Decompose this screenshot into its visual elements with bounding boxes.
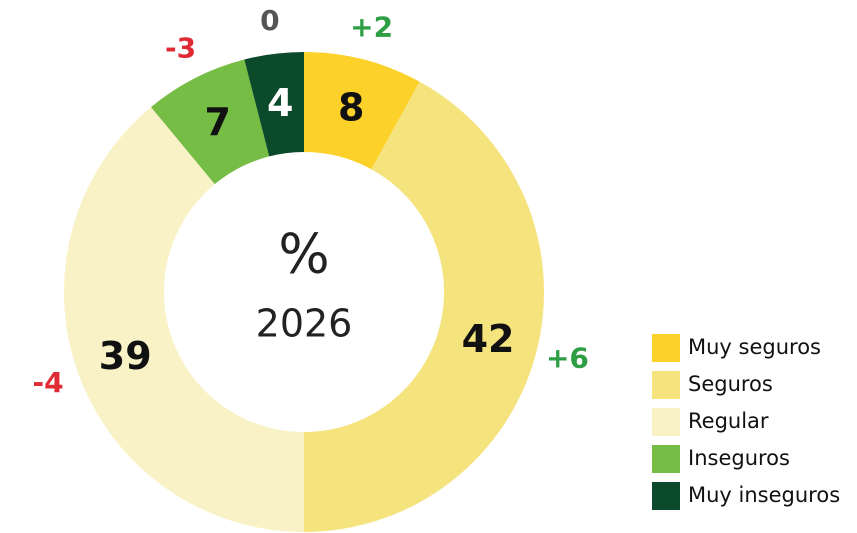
legend-label: Muy seguros <box>688 335 821 359</box>
donut-segment <box>304 52 420 170</box>
center-symbol: % <box>278 223 329 286</box>
change-label: -4 <box>33 366 64 399</box>
legend-swatch <box>652 371 680 399</box>
legend-swatch <box>652 445 680 473</box>
legend-label: Regular <box>688 409 769 433</box>
legend-swatch <box>652 408 680 436</box>
segment-label: 42 <box>462 317 515 361</box>
legend-label: Inseguros <box>688 446 790 470</box>
donut-segment <box>244 52 304 157</box>
legend-swatch <box>652 482 680 510</box>
legend-swatch <box>652 334 680 362</box>
change-label: -3 <box>165 32 196 65</box>
segment-label: 4 <box>267 81 293 125</box>
segment-label: 39 <box>99 334 152 378</box>
legend-label: Muy inseguros <box>688 483 840 507</box>
donut-segment <box>151 59 270 185</box>
center-label: 2026 <box>256 302 353 346</box>
change-label: +6 <box>546 342 589 375</box>
segment-label: 8 <box>338 85 364 129</box>
donut-segment <box>304 81 545 532</box>
segment-label: 7 <box>205 100 231 144</box>
legend-label: Seguros <box>688 372 773 396</box>
donut-segment <box>64 107 304 533</box>
change-label: +2 <box>350 11 393 44</box>
change-label: 0 <box>260 4 279 37</box>
